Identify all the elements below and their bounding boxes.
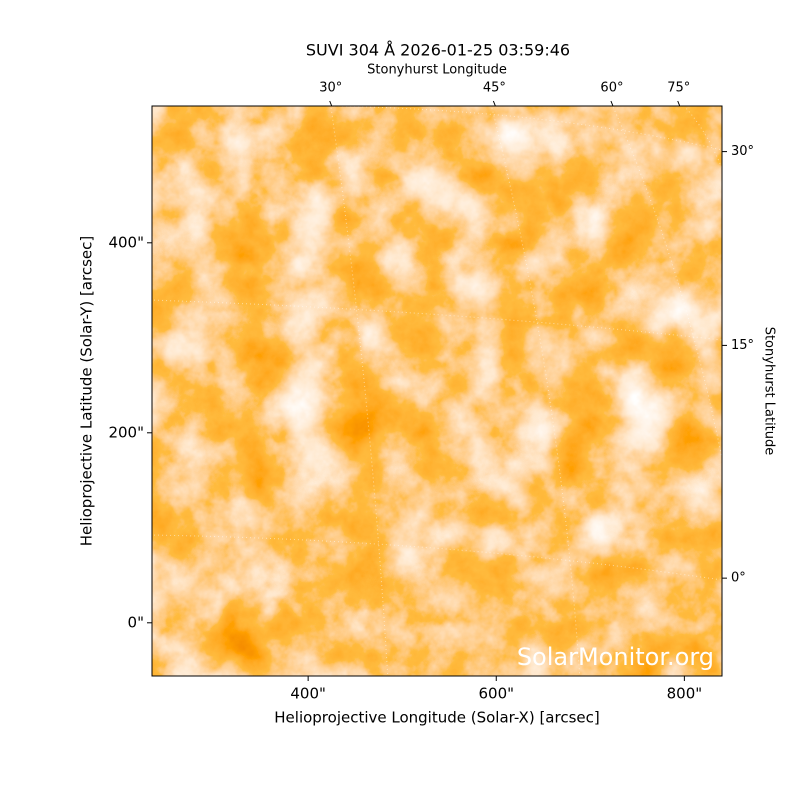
x2-tick-label: 30° bbox=[319, 81, 342, 96]
y2-label: Stonyhurst Latitude bbox=[762, 327, 777, 456]
y2-tick-label: 15° bbox=[731, 338, 754, 353]
x-tick-label: 400" bbox=[290, 685, 326, 703]
y-tick-label: 200" bbox=[108, 423, 144, 441]
solar-image bbox=[152, 106, 722, 676]
x2-tick-label: 60° bbox=[600, 81, 623, 96]
x-tick-label: 600" bbox=[478, 685, 514, 703]
y-tick-label: 0" bbox=[128, 613, 144, 631]
x2-tick-label: 45° bbox=[483, 81, 506, 96]
x-label: Helioprojective Longitude (Solar-X) [arc… bbox=[274, 709, 599, 727]
x2-tick bbox=[329, 100, 333, 107]
x2-label: Stonyhurst Longitude bbox=[367, 63, 507, 78]
y-label: Helioprojective Latitude (Solar-Y) [arcs… bbox=[78, 236, 96, 546]
y2-tick-label: 0° bbox=[731, 571, 746, 586]
y2-tick-label: 30° bbox=[731, 144, 754, 159]
chart-title: SUVI 304 Å 2026-01-25 03:59:46 bbox=[306, 41, 570, 60]
x-tick-label: 800" bbox=[667, 685, 703, 703]
x2-tick bbox=[492, 100, 496, 107]
x2-tick bbox=[610, 100, 614, 107]
x2-tick-label: 75° bbox=[667, 81, 690, 96]
y-tick-label: 400" bbox=[108, 233, 144, 251]
x2-tick bbox=[677, 100, 681, 107]
plot-frame bbox=[151, 105, 723, 677]
watermark: SolarMonitor.org bbox=[517, 643, 714, 671]
